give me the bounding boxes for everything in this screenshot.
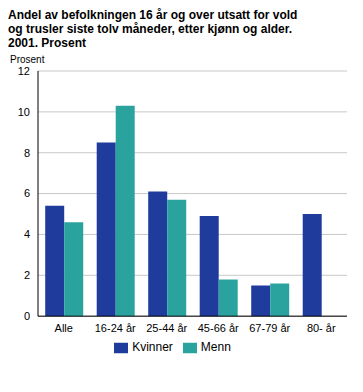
svg-text:25-44 år: 25-44 år xyxy=(146,322,187,334)
svg-text:Alle: Alle xyxy=(55,322,73,334)
svg-text:67-79 år: 67-79 år xyxy=(249,322,290,334)
html-text:Kvinner: Kvinner xyxy=(132,340,173,355)
svg-text:8: 8 xyxy=(24,147,30,159)
svg-text:0: 0 xyxy=(24,310,30,322)
html-text:Prosent: Prosent xyxy=(10,54,45,65)
svg-text:16-24 år: 16-24 år xyxy=(95,322,136,334)
svg-text:12: 12 xyxy=(18,65,30,77)
svg-text:80- år: 80- år xyxy=(307,322,336,334)
html-text:Andel av befolkningen 16 år og: Andel av befolkningen 16 år og over utsa… xyxy=(8,8,298,50)
svg-text:45-66 år: 45-66 år xyxy=(198,322,239,334)
svg-text:10: 10 xyxy=(18,106,30,118)
svg-text:2: 2 xyxy=(24,269,30,281)
svg-text:4: 4 xyxy=(24,228,30,240)
svg-text:6: 6 xyxy=(24,187,30,199)
html-text:Menn: Menn xyxy=(200,340,231,355)
